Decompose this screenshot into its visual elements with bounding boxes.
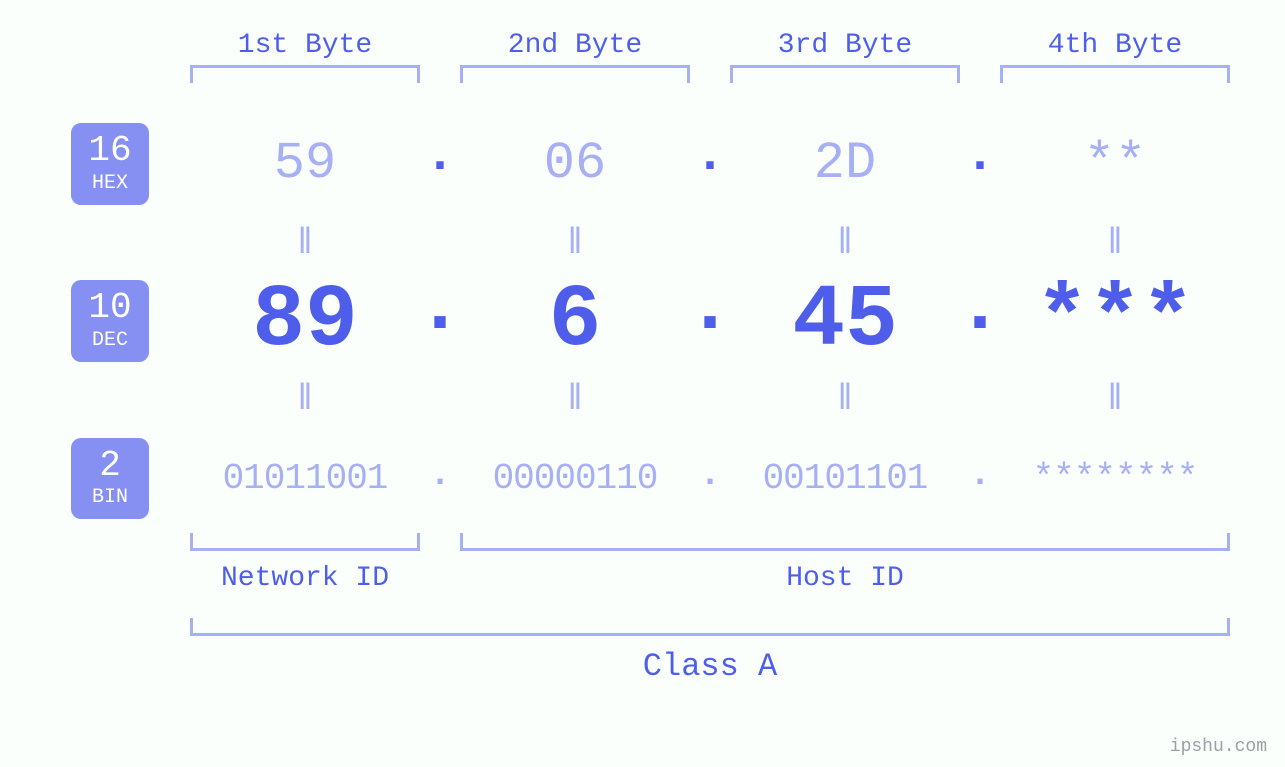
bin-badge-label: BIN bbox=[71, 487, 149, 509]
byte-headers-row: 1st Byte 2nd Byte 3rd Byte 4th Byte bbox=[50, 30, 1250, 61]
top-brackets-row bbox=[50, 61, 1250, 83]
eq-icon: ǁ bbox=[564, 379, 586, 420]
bin-badge: 2 BIN bbox=[71, 438, 149, 520]
bin-dot-2: . bbox=[699, 454, 721, 495]
dec-dot-3: . bbox=[956, 262, 1004, 353]
bracket-byte-3 bbox=[730, 65, 960, 83]
ip-diagram: 1st Byte 2nd Byte 3rd Byte 4th Byte 16 H… bbox=[50, 30, 1250, 685]
hex-badge-num: 16 bbox=[71, 131, 149, 171]
bin-dot-1: . bbox=[429, 454, 451, 495]
bin-row: 2 BIN 01011001 . 00000110 . 00101101 . *… bbox=[50, 438, 1250, 520]
eq-icon: ǁ bbox=[1104, 223, 1126, 264]
bracket-byte-1 bbox=[190, 65, 420, 83]
dec-row: 10 DEC 89 . 6 . 45 . *** bbox=[50, 272, 1250, 371]
class-bracket bbox=[190, 618, 1230, 636]
hex-byte-1: 59 bbox=[274, 134, 336, 193]
dec-badge: 10 DEC bbox=[71, 280, 149, 362]
byte-header-4: 4th Byte bbox=[1048, 30, 1182, 61]
hex-byte-4: ** bbox=[1084, 134, 1146, 193]
bin-badge-num: 2 bbox=[71, 446, 149, 486]
hex-dot-2: . bbox=[694, 126, 725, 185]
eq-icon: ǁ bbox=[834, 379, 856, 420]
hex-byte-2: 06 bbox=[544, 134, 606, 193]
hex-dot-1: . bbox=[424, 126, 455, 185]
bin-byte-2: 00000110 bbox=[493, 458, 658, 499]
eq-icon: ǁ bbox=[834, 223, 856, 264]
hex-dot-3: . bbox=[964, 126, 995, 185]
host-id-label: Host ID bbox=[440, 563, 1250, 594]
hex-badge-label: HEX bbox=[71, 173, 149, 195]
bin-byte-1: 01011001 bbox=[223, 458, 388, 499]
dec-byte-2: 6 bbox=[549, 272, 602, 371]
network-id-bracket bbox=[190, 533, 420, 551]
bin-byte-3: 00101101 bbox=[763, 458, 928, 499]
network-id-label: Network ID bbox=[170, 563, 440, 594]
dec-dot-1: . bbox=[416, 262, 464, 353]
dec-badge-num: 10 bbox=[71, 288, 149, 328]
equals-row-1: ǁ ǁ ǁ ǁ bbox=[50, 223, 1250, 264]
dec-badge-label: DEC bbox=[71, 330, 149, 352]
byte-header-1: 1st Byte bbox=[238, 30, 372, 61]
eq-icon: ǁ bbox=[294, 379, 316, 420]
dec-byte-1: 89 bbox=[252, 272, 358, 371]
hex-badge: 16 HEX bbox=[71, 123, 149, 205]
watermark: ipshu.com bbox=[1170, 737, 1267, 757]
bin-byte-4: ******** bbox=[1033, 458, 1198, 499]
eq-icon: ǁ bbox=[1104, 379, 1126, 420]
bin-dot-3: . bbox=[969, 454, 991, 495]
bracket-byte-4 bbox=[1000, 65, 1230, 83]
class-label: Class A bbox=[170, 648, 1250, 685]
hex-row: 16 HEX 59 . 06 . 2D . ** bbox=[50, 123, 1250, 205]
bracket-byte-2 bbox=[460, 65, 690, 83]
host-id-bracket bbox=[460, 533, 1230, 551]
dec-dot-2: . bbox=[686, 262, 734, 353]
equals-row-2: ǁ ǁ ǁ ǁ bbox=[50, 379, 1250, 420]
eq-icon: ǁ bbox=[294, 223, 316, 264]
id-section: Network ID Host ID Class A bbox=[170, 533, 1250, 685]
byte-header-3: 3rd Byte bbox=[778, 30, 912, 61]
eq-icon: ǁ bbox=[564, 223, 586, 264]
dec-byte-4: *** bbox=[1036, 272, 1194, 371]
hex-byte-3: 2D bbox=[814, 134, 876, 193]
dec-byte-3: 45 bbox=[792, 272, 898, 371]
byte-header-2: 2nd Byte bbox=[508, 30, 642, 61]
